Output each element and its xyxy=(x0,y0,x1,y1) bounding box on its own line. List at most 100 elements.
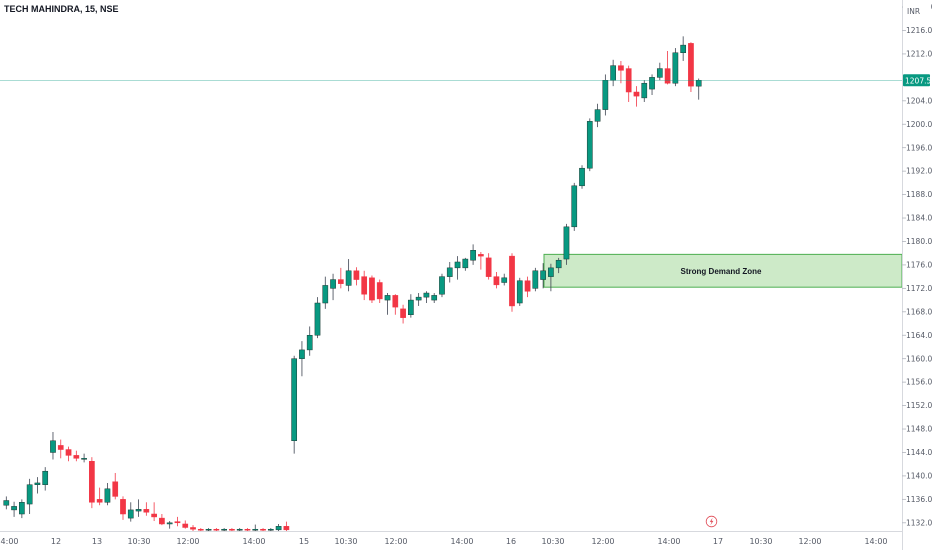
candles-layer xyxy=(3,36,702,531)
price-tick-label: 1200.00 xyxy=(906,120,932,129)
time-tick-label: 12:00 xyxy=(384,537,407,546)
candle xyxy=(135,499,142,517)
candle xyxy=(563,223,570,265)
candle-body xyxy=(594,109,601,122)
candle xyxy=(555,257,562,274)
candle xyxy=(236,528,243,531)
candle-body xyxy=(672,52,679,84)
price-tick-label: 1132.00 xyxy=(906,518,932,527)
candle-body xyxy=(182,523,189,528)
candle-body xyxy=(314,302,321,336)
candle xyxy=(384,293,391,315)
candle-body xyxy=(229,528,235,531)
candle xyxy=(127,502,134,522)
price-tick-label: 1148.00 xyxy=(906,425,932,434)
candle-body xyxy=(656,68,663,78)
candle-body xyxy=(73,455,80,459)
candle xyxy=(50,431,56,460)
last-price-badge: 1207.50 xyxy=(903,74,932,87)
candle-body xyxy=(42,470,49,485)
candle xyxy=(579,165,585,189)
candle-body xyxy=(423,292,430,298)
price-tick-label: 1184.00 xyxy=(906,214,932,223)
candle-body xyxy=(415,296,422,301)
time-tick-label: 17 xyxy=(713,537,723,546)
candle-body xyxy=(470,250,476,261)
candle xyxy=(633,86,640,107)
price-tick-label: 1136.00 xyxy=(906,495,932,504)
currency-label-box[interactable]: INR xyxy=(903,2,931,20)
time-tick-label: 13 xyxy=(92,537,102,546)
candle-body xyxy=(135,509,142,512)
time-tick-label: 14:00 xyxy=(242,537,265,546)
candle-body xyxy=(57,445,64,450)
candle xyxy=(695,78,702,100)
candle xyxy=(3,496,10,510)
candle-body xyxy=(641,82,648,99)
candle-body xyxy=(392,295,399,308)
candle xyxy=(392,294,399,315)
demand-zone[interactable] xyxy=(543,253,903,288)
candle xyxy=(625,65,632,102)
candle xyxy=(524,276,531,298)
price-tick-label: 1188.00 xyxy=(906,190,932,199)
candle xyxy=(275,523,282,531)
price-tick-label: 1160.00 xyxy=(906,354,932,363)
candle xyxy=(260,528,266,531)
time-tick-label: 10:30 xyxy=(334,537,357,546)
candle xyxy=(166,521,173,529)
candle xyxy=(306,326,313,356)
candle-body xyxy=(283,526,290,531)
time-tick-label: 12:00 xyxy=(176,537,199,546)
candle xyxy=(322,276,329,309)
candle-body xyxy=(563,226,570,260)
candle-body xyxy=(555,259,562,269)
candle xyxy=(337,267,344,289)
candle-body xyxy=(454,261,461,269)
candle xyxy=(213,528,220,531)
candle-body xyxy=(244,528,251,531)
candle-body xyxy=(174,521,181,524)
candle xyxy=(376,279,383,304)
time-tick-label: 10:30 xyxy=(749,537,772,546)
candle xyxy=(493,271,500,289)
candle-body xyxy=(610,65,616,81)
candle-body xyxy=(190,527,196,530)
candle xyxy=(73,450,80,462)
candle xyxy=(190,525,196,531)
lightning-icon[interactable] xyxy=(705,515,718,528)
candle-body xyxy=(540,270,546,280)
candle xyxy=(688,42,694,93)
time-axis[interactable]: 14:00 12 13 10:30 12:00 14:00 15 10:30 12:00 14:0… xyxy=(0,537,888,546)
candle xyxy=(431,293,438,304)
price-tick-label: 1172.00 xyxy=(906,284,932,293)
candle xyxy=(361,270,368,301)
price-tick-label: 1204.00 xyxy=(906,96,932,105)
candle xyxy=(96,487,103,506)
time-tick-label: 12:00 xyxy=(591,537,614,546)
candle xyxy=(462,257,469,271)
candle-body xyxy=(400,308,406,318)
candle xyxy=(408,294,414,318)
candle-body xyxy=(369,277,375,301)
candle-body xyxy=(330,279,336,289)
candle-body xyxy=(524,280,531,292)
candle-body xyxy=(384,295,391,301)
candle xyxy=(649,74,655,95)
candle xyxy=(509,253,515,312)
candle-body xyxy=(664,68,671,84)
candle xyxy=(400,304,406,324)
candle xyxy=(81,453,87,463)
time-tick-label: 12:00 xyxy=(798,537,821,546)
candle xyxy=(143,502,150,516)
candle xyxy=(89,457,95,509)
candle-body xyxy=(159,517,165,525)
candle xyxy=(532,267,539,292)
time-tick-label: 14:00 xyxy=(450,537,473,546)
candle-body xyxy=(11,506,17,511)
candle-body xyxy=(236,528,243,531)
candle xyxy=(501,273,508,286)
candle xyxy=(151,502,157,522)
candle xyxy=(112,472,119,500)
